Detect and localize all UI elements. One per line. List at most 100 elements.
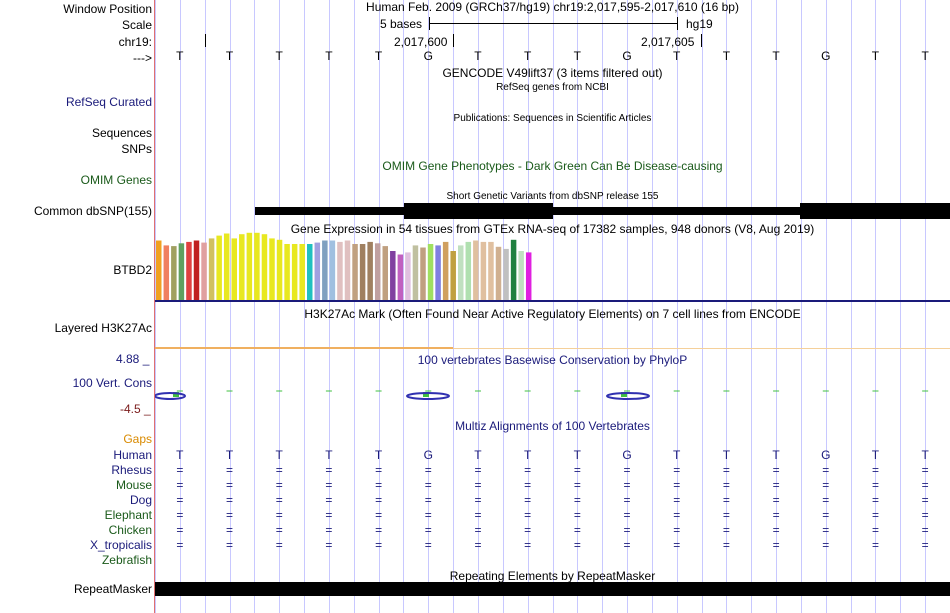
gtex-tissue-bar[interactable] [420,247,426,301]
repeatmasker-track-title[interactable]: Repeating Elements by RepeatMasker [449,569,656,583]
gtex-tissue-bar[interactable] [284,244,290,300]
species-label-mouse[interactable]: Mouse [115,478,152,492]
cons-logo-glyph [606,392,650,400]
gtex-tissue-bar[interactable] [488,241,494,300]
gtex-tissue-bar[interactable] [458,245,464,300]
gtex-tissue-bar[interactable] [291,244,298,300]
cons-track-title[interactable]: 100 vertebrates Basewise Conservation by… [417,353,688,367]
scale-bar [429,23,678,24]
gaps-label[interactable]: Gaps [123,432,152,446]
gtex-tissue-bar[interactable] [382,246,389,300]
repeatmasker-label[interactable]: RepeatMasker [73,582,152,596]
alignment-match: = [524,478,532,492]
sequence-base: T [573,49,582,63]
alignment-match: = [673,538,681,552]
gtex-tissue-bar[interactable] [254,232,260,300]
gtex-tissue-bar[interactable] [480,241,487,300]
gtex-tissue-bar[interactable] [178,243,185,300]
gtex-tissue-bar[interactable] [442,241,449,300]
gtex-tissue-bar[interactable] [223,233,230,301]
gtex-tissue-bar[interactable] [367,241,373,300]
gtex-tissue-bar[interactable] [397,254,404,301]
alignment-match: = [275,463,283,477]
gtex-tissue-bar[interactable] [322,240,328,301]
alignment-match: = [921,538,929,552]
gtex-tissue-bar[interactable] [314,242,321,300]
gtex-tissue-bar[interactable] [276,239,283,300]
grid-line [155,0,156,613]
gtex-tissue-bar[interactable] [465,241,472,300]
multiz-track-title[interactable]: Multiz Alignments of 100 Vertebrates [455,419,650,433]
gtex-tissue-bar[interactable] [510,239,517,300]
species-label-zebrafish[interactable]: Zebrafish [101,553,152,567]
alignment-match: = [226,523,234,537]
h3k27ac-label[interactable]: Layered H3K27Ac [54,321,152,335]
species-label-human[interactable]: Human [113,448,152,462]
omim-track-title[interactable]: OMIM Gene Phenotypes - Dark Green Can Be… [382,159,723,173]
refseq-label[interactable]: RefSeq Curated [65,95,152,109]
window-position-label: Window Position [63,2,152,16]
gtex-tissue-bar[interactable] [390,251,396,300]
species-label-x_tropicalis[interactable]: X_tropicalis [89,538,152,552]
gencode-track-title[interactable]: GENCODE V49lift37 (3 items filtered out) [442,66,663,80]
gtex-tissue-bar[interactable] [216,235,222,300]
species-label-rhesus[interactable]: Rhesus [111,463,152,477]
alignment-match: = [623,538,631,552]
refseq-track-title[interactable]: RefSeq genes from NCBI [496,82,609,93]
gtex-tissue-bar[interactable] [518,251,524,300]
gtex-tissue-bar[interactable] [503,248,509,300]
gtex-tissue-bar[interactable] [156,240,162,301]
cons-label[interactable]: 100 Vert. Cons [72,376,152,390]
species-label-dog[interactable]: Dog [129,493,152,507]
gtex-tissue-bar[interactable] [473,240,479,301]
gtex-tissue-bar[interactable] [193,240,200,301]
species-label-chicken[interactable]: Chicken [108,523,152,537]
alignment-match: = [524,523,532,537]
cons-plot[interactable] [155,385,950,405]
gtex-tissue-bar[interactable] [405,252,411,300]
gtex-tissue-bar[interactable] [435,245,441,300]
dbsnp-track-title[interactable]: Short Genetic Variants from dbSNP releas… [446,191,659,202]
gtex-tissue-bar[interactable] [261,234,268,300]
gtex-bar-chart[interactable] [155,230,950,302]
gtex-tissue-bar[interactable] [307,244,313,300]
snps-label[interactable]: SNPs [121,142,152,156]
sequence-base: T [921,49,929,63]
repeatmasker-element[interactable] [155,582,950,596]
gtex-tissue-bar[interactable] [246,232,253,300]
gtex-tissue-bar[interactable] [186,241,192,300]
gtex-tissue-bar[interactable] [239,234,245,300]
dbsnp-variant-block[interactable] [404,203,553,219]
gtex-tissue-bar[interactable] [201,242,207,300]
h3k27ac-track-title[interactable]: H3K27Ac Mark (Often Found Near Active Re… [304,307,801,321]
dbsnp-variant-bar[interactable] [255,207,950,215]
gtex-tissue-bar[interactable] [337,241,343,300]
grid-line [453,0,454,613]
gtex-tissue-bar[interactable] [412,245,419,300]
gtex-tissue-bar[interactable] [269,238,275,300]
gtex-tissue-bar[interactable] [171,246,177,300]
dbsnp-label[interactable]: Common dbSNP(155) [33,204,152,218]
gtex-tissue-bar[interactable] [344,240,351,301]
gtex-track-title[interactable]: Gene Expression in 54 tissues from GTEx … [290,222,815,236]
gtex-tissue-bar[interactable] [525,252,532,300]
publications-track-title[interactable]: Publications: Sequences in Scientific Ar… [453,113,652,124]
gtex-tissue-bar[interactable] [208,238,215,300]
gtex-tissue-bar[interactable] [329,240,336,301]
sequences-label[interactable]: Sequences [91,126,152,140]
gtex-tissue-bar[interactable] [374,243,381,300]
human-base: T [772,448,780,462]
gtex-tissue-bar[interactable] [427,244,434,300]
gtex-tissue-bar[interactable] [359,244,366,300]
alignment-match: = [176,538,184,552]
omim-label[interactable]: OMIM Genes [80,173,152,187]
gtex-tissue-bar[interactable] [450,251,456,300]
dbsnp-variant-block[interactable] [800,203,950,219]
gtex-tissue-bar[interactable] [299,244,305,300]
gtex-tissue-bar[interactable] [352,244,358,300]
gtex-tissue-bar[interactable] [231,238,238,300]
gtex-tissue-bar[interactable] [495,246,502,300]
species-label-elephant[interactable]: Elephant [104,508,152,522]
gtex-tissue-bar[interactable] [163,245,170,300]
gtex-gene-label[interactable]: BTBD2 [113,263,152,277]
